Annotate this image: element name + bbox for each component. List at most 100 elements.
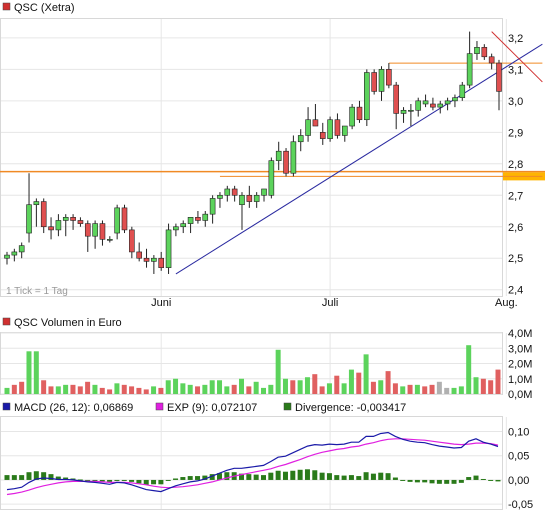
volume-bar	[63, 384, 69, 394]
candle-body	[136, 251, 142, 259]
candle-body	[18, 245, 25, 253]
divergence-bar	[326, 473, 332, 480]
candle-body	[246, 194, 253, 202]
volume-bar	[195, 386, 201, 394]
candle-body	[55, 220, 62, 231]
volume-bar	[114, 383, 120, 394]
candle-body	[364, 72, 370, 121]
macd-line	[6, 431, 499, 493]
volume-bar	[48, 386, 54, 394]
divergence-bar	[85, 479, 91, 481]
candle-body	[217, 194, 223, 199]
candle-body	[40, 201, 47, 228]
volume-bar	[341, 383, 347, 394]
divergence-bar	[195, 476, 201, 480]
volume-bar	[312, 374, 318, 394]
candle-body	[4, 254, 10, 259]
candle-body	[209, 198, 216, 215]
divergence-bar	[414, 479, 420, 483]
candle-body	[143, 257, 150, 262]
divergence-bar	[341, 475, 347, 480]
candle-body	[408, 109, 414, 112]
divergence-bar	[180, 477, 186, 480]
volume-bar	[458, 386, 464, 394]
candle-body	[415, 100, 422, 111]
volume-bar	[290, 380, 296, 394]
macd-legend-swatch	[2, 402, 11, 411]
volume-bar	[11, 384, 17, 394]
candle-body	[459, 84, 466, 98]
volume-bar	[348, 369, 354, 394]
candle-body	[268, 160, 275, 196]
volume-bar	[400, 386, 406, 394]
divergence-bar	[290, 470, 296, 480]
macd-legend-label: MACD (26, 12): 0,06869	[14, 402, 133, 414]
divergence-bar	[436, 479, 442, 484]
candle-body	[77, 220, 84, 224]
divergence-bar	[451, 479, 457, 484]
divergence-bar	[312, 470, 318, 480]
volume-bar	[202, 384, 208, 394]
volume-bar	[136, 387, 142, 394]
volume-legend-swatch	[2, 317, 11, 326]
volume-bars	[4, 345, 501, 394]
candle-body	[349, 106, 355, 127]
candle-body	[129, 229, 135, 253]
candle-body	[386, 69, 392, 86]
divergence-bar	[136, 479, 142, 484]
divergence-bar	[165, 479, 171, 481]
volume-bar	[143, 389, 149, 394]
divergence-bar	[173, 478, 179, 480]
volume-bar	[422, 386, 428, 394]
divergence-bar	[495, 479, 501, 482]
price-x-axis: Juni Juli Aug.	[151, 297, 518, 309]
divergence-bar	[33, 471, 39, 480]
volume-bar	[260, 387, 266, 394]
volume-bar	[158, 387, 164, 394]
volume-bar	[180, 383, 186, 394]
macd-y-tick-label: -0,05	[508, 499, 533, 511]
volume-bar	[436, 381, 442, 394]
candle-body	[195, 217, 201, 221]
macd-plot-frame	[0, 416, 503, 510]
divergence-bar	[55, 476, 61, 480]
candle-body	[173, 226, 179, 231]
macd-y-tick-label: 0,00	[508, 475, 529, 487]
volume-bar	[319, 386, 325, 394]
divergence-bar	[253, 474, 259, 480]
volume-bar	[121, 384, 127, 394]
x-tick-label: Aug.	[495, 297, 518, 309]
candle-body	[70, 217, 76, 221]
volume-bar	[356, 372, 362, 394]
candle-body	[187, 217, 194, 224]
divergence-bar	[202, 475, 208, 480]
candle-body	[297, 135, 304, 143]
candle-body	[239, 194, 245, 206]
divergence-bar	[422, 479, 428, 483]
price-y-tick-label: 3,1	[508, 64, 523, 76]
price-y-tick-label: 3,2	[508, 33, 523, 45]
candle-body	[11, 251, 18, 256]
price-y-tick-label: 2,8	[508, 159, 523, 171]
candle-body	[430, 103, 436, 108]
candle-body	[393, 84, 399, 114]
candle-body	[121, 207, 128, 231]
candle-body	[474, 47, 480, 54]
volume-bar	[304, 377, 310, 394]
volume-bar	[85, 381, 91, 394]
macd-y-tick-label: 0,10	[508, 427, 529, 439]
divergence-bar	[107, 479, 113, 482]
price-y-tick-label: 2,5	[508, 253, 523, 265]
candle-body	[496, 62, 502, 92]
volume-bar	[444, 387, 450, 394]
exp-legend-label: EXP (9): 0,072107	[167, 402, 257, 414]
divergence-bar	[370, 473, 376, 480]
candle-body	[371, 72, 377, 92]
candle-body	[400, 109, 407, 114]
tick-note: 1 Tick = 1 Tag	[6, 286, 68, 297]
divergence-bar	[143, 479, 149, 485]
volume-bar	[70, 384, 76, 394]
divergence-bar	[348, 475, 354, 480]
candle-body	[26, 204, 32, 234]
uptrend-line	[175, 43, 543, 275]
